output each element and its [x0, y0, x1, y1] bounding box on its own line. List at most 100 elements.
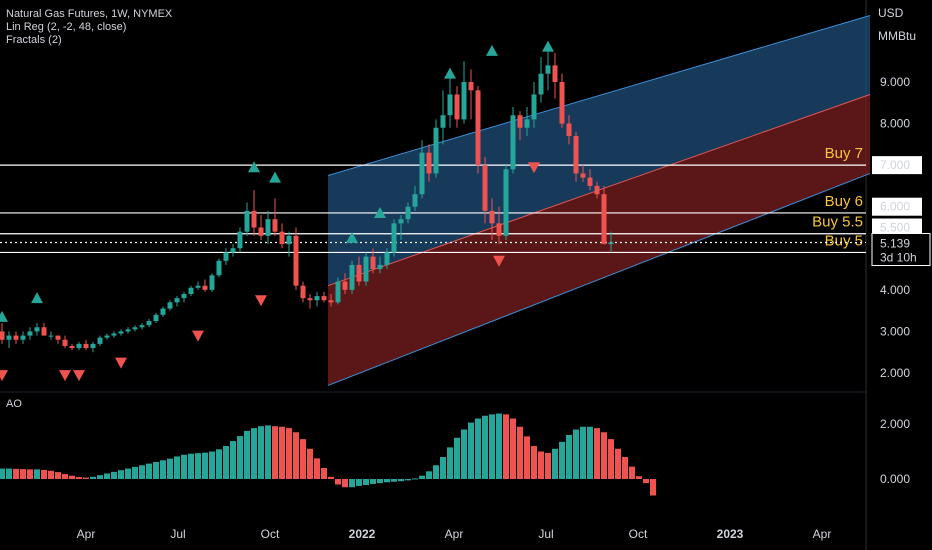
ao-bar	[335, 479, 341, 485]
ao-bar	[545, 452, 551, 479]
ao-bar	[601, 432, 607, 479]
candle-body	[447, 94, 453, 116]
ao-legend: AO	[6, 398, 22, 410]
candle-body	[111, 333, 117, 336]
ao-bar	[321, 468, 327, 479]
ao-bar	[391, 479, 397, 482]
ao-bar	[398, 479, 404, 482]
candle-body	[510, 115, 516, 170]
candle-body	[188, 287, 194, 295]
candle-body	[517, 115, 523, 128]
ao-bar	[153, 461, 159, 479]
candle-body	[55, 335, 61, 340]
candle-body	[272, 219, 278, 232]
ao-histogram	[0, 413, 656, 496]
ao-bar	[517, 426, 523, 479]
ao-bar	[482, 415, 488, 479]
ao-bar	[13, 468, 19, 479]
ao-bar	[286, 428, 292, 479]
ao-bar	[580, 426, 586, 479]
ao-bar	[384, 479, 390, 483]
ao-bar	[132, 466, 138, 479]
candle-body	[286, 235, 292, 245]
channel-lower-line	[327, 172, 871, 386]
candle-body	[573, 136, 579, 174]
fractal-up-marker	[248, 161, 260, 173]
candle-body	[608, 242, 614, 245]
level-label: Buy 7	[825, 145, 863, 162]
candlestick-series	[0, 44, 614, 353]
time-tick: Jul	[538, 527, 553, 541]
fractals-legend: Fractals (2)	[6, 34, 62, 46]
ao-bar	[76, 477, 82, 479]
fractal-down-marker	[0, 370, 8, 382]
ao-bar	[342, 479, 348, 488]
candle-body	[76, 343, 82, 349]
candle-body	[405, 206, 411, 220]
candle-body	[328, 300, 334, 303]
fractal-up-marker	[269, 171, 281, 183]
ao-bar	[587, 426, 593, 479]
candle-body	[426, 152, 432, 174]
ao-bar	[69, 475, 75, 479]
ao-bar	[643, 479, 649, 484]
level-label: Buy 6	[825, 193, 863, 210]
ao-bar	[118, 470, 124, 479]
candle-body	[384, 252, 390, 265]
ao-bar	[475, 418, 481, 479]
ao-bar	[412, 478, 418, 480]
time-tick: 2022	[349, 527, 376, 541]
candle-body	[202, 285, 208, 290]
candle-body	[363, 256, 369, 282]
ao-bar	[405, 479, 411, 481]
ao-bar	[622, 457, 628, 479]
candle-body	[195, 285, 201, 288]
fractal-up-marker	[31, 292, 43, 304]
ao-bar	[566, 435, 572, 479]
candle-body	[440, 115, 446, 128]
candle-body	[153, 314, 159, 322]
candle-body	[552, 65, 558, 82]
price-tag-label: 7.000	[880, 158, 910, 172]
fractal-down-marker	[192, 330, 204, 342]
candle-body	[524, 119, 530, 128]
ao-bar	[510, 418, 516, 479]
channel-upper-line	[327, 15, 871, 177]
candle-body	[335, 281, 341, 303]
price-axis: USDMMBtu9.0008.0007.0006.0005.5005.0004.…	[871, 6, 931, 486]
ao-bar	[167, 458, 173, 479]
candle-body	[34, 327, 40, 332]
candle-body	[566, 123, 572, 137]
ao-bar	[160, 460, 166, 479]
candle-body	[0, 331, 5, 340]
ao-bar	[524, 436, 530, 479]
ao-bar	[461, 429, 467, 479]
candle-body	[559, 82, 565, 124]
ao-bar	[328, 476, 334, 479]
ao-bar	[55, 472, 61, 479]
candle-body	[594, 185, 600, 195]
ao-bar	[356, 479, 362, 486]
ao-bar	[615, 448, 621, 479]
candle-body	[391, 223, 397, 253]
ao-bar	[608, 439, 614, 479]
ao-bar	[125, 468, 131, 479]
ao-bar	[209, 451, 215, 479]
ao-bar	[251, 428, 257, 479]
ao-bar	[195, 453, 201, 479]
candle-body	[412, 194, 418, 207]
ao-bar	[419, 475, 425, 479]
ao-bar	[307, 448, 313, 479]
ao-bar	[111, 471, 117, 479]
ao-bar	[503, 414, 509, 479]
price-tick: 9.000	[880, 75, 910, 89]
candle-body	[489, 210, 495, 224]
ao-tick: 2.000	[880, 417, 910, 431]
ao-bar	[188, 453, 194, 479]
ao-bar	[97, 475, 103, 479]
level-label: Buy 5	[825, 232, 863, 249]
candle-body	[545, 65, 551, 74]
candle-body	[48, 335, 54, 337]
candle-body	[118, 331, 124, 334]
